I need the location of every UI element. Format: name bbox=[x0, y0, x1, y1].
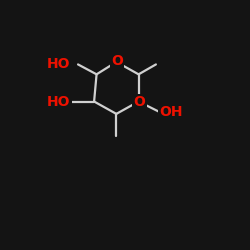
Text: HO: HO bbox=[47, 95, 70, 109]
Text: OH: OH bbox=[160, 105, 183, 119]
Text: HO: HO bbox=[47, 57, 70, 71]
Text: O: O bbox=[134, 95, 145, 109]
Text: O: O bbox=[111, 54, 123, 68]
